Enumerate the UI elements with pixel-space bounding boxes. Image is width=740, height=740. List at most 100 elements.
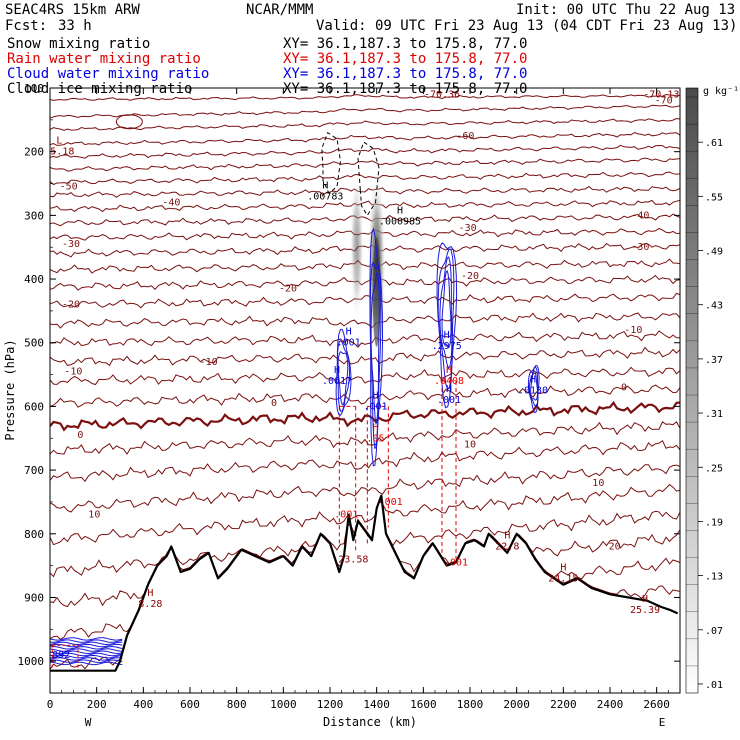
isotherm <box>50 274 680 291</box>
extremum-value: 55.18 <box>44 147 74 158</box>
isotherm-label: 0 <box>77 430 83 441</box>
field-name-cloud-ice: Cloud ice mixing ratio <box>7 81 192 97</box>
isotherm-label: 0 <box>621 382 627 393</box>
cloud-ice-contour <box>321 131 342 194</box>
x-tick-label: 0 <box>47 698 54 711</box>
colorbar-tick-label: .55 <box>705 192 723 203</box>
field-xy-cloud-water: XY= 36.1,187.3 to 175.8, 77.0 <box>283 66 527 82</box>
x-tick-label: 1200 <box>317 698 344 711</box>
colorbar-tick-label: .49 <box>705 247 723 258</box>
colorbar-unit: g kg⁻¹ <box>703 86 739 97</box>
fog-contour <box>50 648 123 652</box>
extremum-value: .2975 <box>432 341 462 352</box>
extremum-value: .00783 <box>307 191 343 202</box>
extremum-letter: H <box>642 594 648 605</box>
cloud-ice-contours <box>321 131 380 217</box>
isotherm-label: -30 <box>631 242 649 253</box>
isotherm <box>50 227 680 241</box>
extremum-value: .05 <box>366 433 384 444</box>
isotherm <box>50 483 680 546</box>
extremum-value: 23.58 <box>338 554 368 565</box>
model-title: SEAC4RS 15km ARW <box>5 2 140 18</box>
terrain-line <box>50 494 679 672</box>
isotherm <box>50 312 680 329</box>
y-tick-label: 700 <box>24 464 44 477</box>
x-tick-label: 1000 <box>270 698 297 711</box>
fog-contour <box>50 646 123 650</box>
extremum-letter: H <box>444 330 450 341</box>
x-tick-label: 1400 <box>363 698 390 711</box>
extremum-letter: H <box>346 327 352 338</box>
colorbar-tick-label: .01 <box>705 680 723 691</box>
cloud-water-contour <box>335 328 352 416</box>
isotherm <box>50 93 680 101</box>
colorbar-ticks: .61 .55 .49 .43 .37 .31 .25 .19 .13 .07 .01 <box>686 96 723 691</box>
isotherm <box>50 157 680 172</box>
valid-time: Valid: 09 UTC Fri 23 Aug 13 (04 CDT Fri … <box>316 18 737 34</box>
colorbar: .61 .55 .49 .43 .37 .31 .25 .19 .13 .07 .01 g kg⁻¹ <box>685 86 739 694</box>
colorbar-tick-label: .07 <box>705 626 723 637</box>
fog-contour <box>50 650 123 654</box>
y-tick-label: 1000 <box>18 655 45 668</box>
isotherm-label: -10 <box>200 357 218 368</box>
isotherm <box>50 185 680 198</box>
extremum-value: .000985 <box>379 217 421 228</box>
x-tick-label: 2200 <box>550 698 577 711</box>
extremum-letter: H <box>147 588 153 599</box>
isotherm <box>50 292 680 309</box>
isotherm <box>50 117 680 131</box>
y-tick-label: 300 <box>24 209 44 222</box>
isotherm-zero <box>50 400 680 432</box>
cloud-water-contour <box>527 364 540 414</box>
field-xy-rain: XY= 36.1,187.3 to 175.8, 77.0 <box>283 51 527 67</box>
fog-contour <box>50 641 123 646</box>
isotherm-label: 10 <box>464 440 476 451</box>
isotherm-label: -20 <box>62 300 80 311</box>
cloud-water-contour <box>528 366 539 408</box>
field-xy-snow: XY= 36.1,187.3 to 175.8, 77.0 <box>283 36 527 52</box>
isotherm <box>50 242 680 258</box>
extremum-value: 25.39 <box>630 605 660 616</box>
field-xy-cloud-ice: XY= 36.1,187.3 to 175.8, 77.0 <box>283 81 527 97</box>
isotherm <box>50 104 680 119</box>
isotherm-label: -10 <box>624 325 642 336</box>
extremum-value: .001 <box>379 497 403 508</box>
extremum-value: .001 <box>334 510 358 521</box>
x-tick-label: 2000 <box>503 698 530 711</box>
extremum-letter: H <box>560 562 566 573</box>
isotherm <box>50 171 680 186</box>
extremum-value: .001 <box>363 401 387 412</box>
y-tick-label: 200 <box>24 146 44 159</box>
cloud-water-contours <box>50 227 540 666</box>
west-label: W <box>85 716 92 729</box>
isotherm-label: 20 <box>609 542 621 553</box>
cloud-water-contour <box>370 272 380 426</box>
colorbar-ramp <box>685 87 699 694</box>
extremum-letter: L <box>56 136 62 147</box>
x-tick-label: 400 <box>133 698 153 711</box>
cloud-water-contour <box>337 351 349 406</box>
x-tick-label: 200 <box>87 698 107 711</box>
fog-contour <box>50 654 123 659</box>
isotherm-label: 10 <box>88 510 100 521</box>
extremum-letter: H <box>372 390 378 401</box>
cloud-water-contour <box>439 256 453 370</box>
isotherm <box>50 464 680 513</box>
isotherm-label: -60 <box>456 131 474 142</box>
isotherm <box>50 439 680 483</box>
top-value-label: -70.36 <box>424 89 460 100</box>
isotherm-closed <box>115 114 143 130</box>
cloud-water-contour <box>530 370 538 401</box>
isotherm-label: -20 <box>279 284 297 295</box>
isotherm-label: -20 <box>461 271 479 282</box>
isotherm-label: -50 <box>60 182 78 193</box>
field-name-cloud-water: Cloud water mixing ratio <box>7 66 209 82</box>
isotherm-label: 10 <box>592 478 604 489</box>
x-tick-label: 600 <box>180 698 200 711</box>
isotherm-label: -40 <box>162 198 180 209</box>
extremum-letter: H <box>530 375 536 386</box>
extremum-value: .892 <box>46 650 70 661</box>
extremum-letter: H <box>372 422 378 433</box>
cloud-water-contour <box>441 269 452 349</box>
isotherm <box>50 131 680 146</box>
